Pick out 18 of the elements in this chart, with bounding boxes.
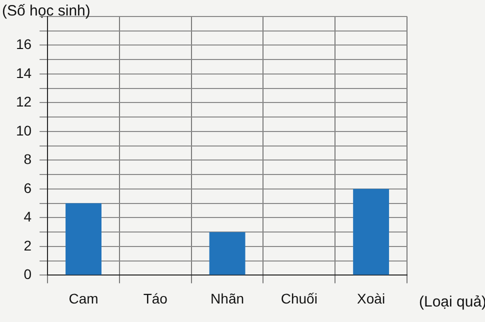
y-tick-label: 12 xyxy=(16,94,32,110)
bar xyxy=(66,203,102,275)
x-tick-label: Xoài xyxy=(357,290,386,306)
y-tick-label: 0 xyxy=(24,266,32,282)
x-tick-label: Cam xyxy=(68,290,98,306)
bar xyxy=(209,232,246,275)
y-tick-label: 6 xyxy=(24,180,32,196)
x-tick-label: Chuối xyxy=(280,290,318,306)
y-tick-label: 14 xyxy=(16,64,32,81)
y-tick-label: 10 xyxy=(16,122,32,138)
bar xyxy=(353,188,390,275)
y-tick-label: 2 xyxy=(24,237,32,254)
x-tick-label: Táo xyxy=(143,290,168,306)
y-axis-title: (Số học sinh) xyxy=(2,2,90,20)
y-tick-label: 8 xyxy=(24,151,32,168)
y-tick-label: 4 xyxy=(24,208,32,225)
y-tick-label: 16 xyxy=(16,36,32,52)
x-tick-label: Nhãn xyxy=(210,290,244,306)
